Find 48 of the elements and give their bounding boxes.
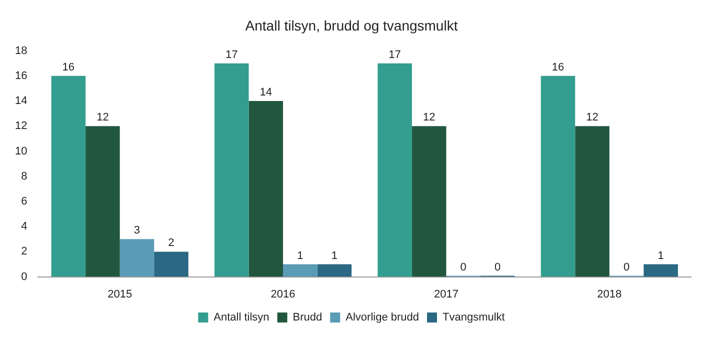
data-label: 1 bbox=[331, 250, 338, 262]
data-label: 16 bbox=[552, 61, 564, 74]
bar bbox=[154, 252, 188, 277]
bar bbox=[575, 126, 610, 277]
data-label: 17 bbox=[225, 48, 238, 61]
data-label: 0 bbox=[460, 261, 466, 274]
y-tick-label: 2 bbox=[21, 246, 28, 258]
data-label: 1 bbox=[297, 250, 304, 262]
x-tick-label: 2016 bbox=[270, 288, 296, 300]
y-tick-label: 16 bbox=[14, 70, 28, 82]
bar bbox=[540, 76, 576, 277]
x-tick-label: 2018 bbox=[597, 288, 622, 300]
y-tick-label: 8 bbox=[21, 170, 28, 182]
bar bbox=[412, 126, 446, 277]
chart-title: Antall tilsyn, brudd og tvangsmulkt bbox=[245, 17, 458, 34]
bar bbox=[120, 239, 154, 277]
y-tick-label: 6 bbox=[21, 196, 28, 208]
y-tick-label: 0 bbox=[21, 270, 28, 283]
data-label: 3 bbox=[134, 224, 140, 237]
x-tick-label: 2015 bbox=[108, 288, 132, 300]
data-label: 0 bbox=[623, 261, 630, 274]
data-label: 0 bbox=[494, 261, 501, 274]
legend-label: Brudd bbox=[292, 312, 322, 324]
data-label: 17 bbox=[388, 48, 401, 61]
y-tick-label: 14 bbox=[14, 95, 28, 108]
data-label: 12 bbox=[96, 112, 109, 124]
bar bbox=[644, 264, 678, 277]
bar bbox=[283, 264, 318, 277]
y-tick-label: 12 bbox=[14, 120, 28, 132]
bar bbox=[86, 126, 120, 277]
bar bbox=[317, 264, 352, 277]
data-label: 14 bbox=[260, 86, 272, 99]
legend-label: Alvorlige brudd bbox=[346, 312, 420, 324]
y-tick-label: 18 bbox=[14, 44, 28, 57]
legend-label: Antall tilsyn bbox=[214, 312, 270, 324]
bar bbox=[378, 63, 412, 277]
bar bbox=[248, 101, 284, 277]
data-label: 12 bbox=[422, 112, 436, 124]
data-label: 16 bbox=[62, 61, 75, 74]
bar bbox=[214, 63, 249, 277]
data-label: 12 bbox=[586, 112, 598, 124]
bar bbox=[51, 76, 86, 277]
data-label: 2 bbox=[168, 237, 174, 250]
y-tick-label: 4 bbox=[21, 220, 28, 233]
data-label: 1 bbox=[658, 250, 664, 262]
y-tick-label: 10 bbox=[14, 145, 28, 158]
legend-label: Tvangsmulkt bbox=[442, 312, 505, 324]
x-tick-label: 2017 bbox=[434, 288, 458, 300]
